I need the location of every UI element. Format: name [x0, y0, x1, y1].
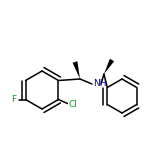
Polygon shape [104, 59, 114, 74]
Text: NH: NH [93, 79, 107, 88]
Text: F: F [11, 95, 17, 104]
Text: Cl: Cl [68, 100, 77, 109]
Polygon shape [73, 61, 80, 79]
